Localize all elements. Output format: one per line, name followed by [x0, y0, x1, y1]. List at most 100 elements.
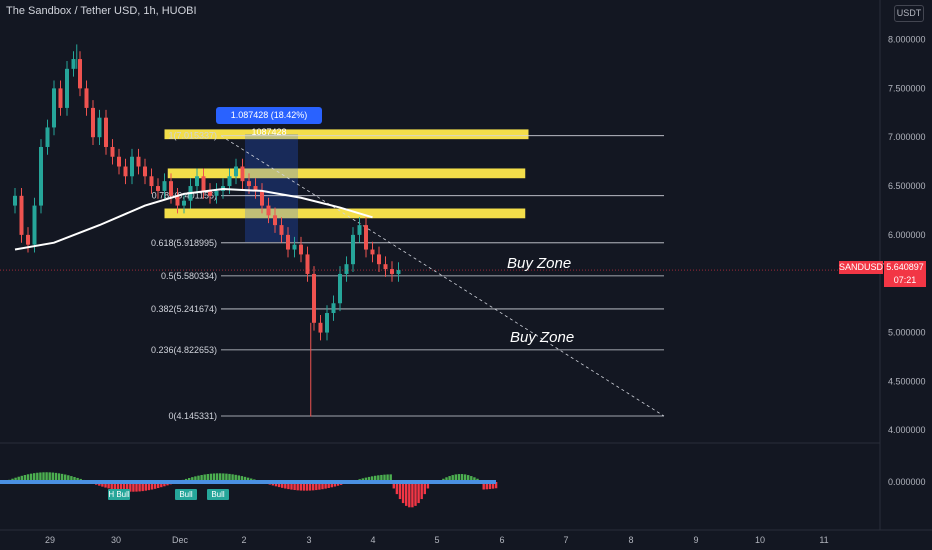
- candle-body: [65, 68, 69, 108]
- indicator-bar: [488, 482, 492, 490]
- candle-body: [162, 181, 167, 191]
- x-tick-label: 8: [628, 535, 633, 545]
- moving-average-line: [14, 187, 373, 251]
- countdown: 07:21: [893, 275, 917, 285]
- candle-body: [58, 88, 63, 108]
- indicator-bar: [374, 475, 377, 483]
- indicator-bar: [386, 474, 389, 483]
- indicator-bar: [445, 477, 448, 483]
- indicator-bar: [101, 482, 104, 487]
- candle-body: [338, 273, 342, 304]
- y-tick-label: 4.500000: [888, 376, 926, 386]
- candle-body: [39, 146, 43, 206]
- indicator-bar: [215, 473, 219, 483]
- candle-body: [110, 146, 115, 157]
- candle-body: [260, 190, 264, 206]
- x-tick-label: 9: [693, 535, 698, 545]
- indicator-bar: [395, 482, 399, 495]
- signal-label: Bull: [211, 490, 225, 499]
- candle-body: [273, 215, 277, 226]
- indicator-bar: [408, 482, 411, 508]
- indicator-bar: [321, 482, 324, 490]
- indicator-bar: [194, 476, 197, 483]
- indicator-bar: [414, 482, 417, 506]
- signal-badge: Bull: [175, 489, 197, 500]
- indicator-bar: [423, 482, 426, 495]
- indicator-bar: [281, 482, 284, 488]
- indicator-bar: [122, 482, 126, 492]
- indicator-bar: [20, 475, 23, 483]
- indicator-bar: [51, 472, 54, 483]
- x-tick-label: 6: [499, 535, 504, 545]
- indicator-bar: [57, 473, 61, 483]
- candle-body: [351, 234, 355, 265]
- candle-body: [182, 200, 186, 206]
- indicator-bar: [290, 482, 293, 490]
- indicator-bar: [305, 482, 309, 491]
- candle-body: [227, 176, 232, 187]
- indicator-bar: [293, 482, 296, 491]
- indicator-panel: 0.000000 H Bull Bull Bull: [0, 472, 926, 508]
- indicator-bar: [287, 482, 290, 490]
- candle-body: [266, 205, 271, 216]
- indicator-bar: [23, 475, 27, 483]
- fib-label: 0.236(4.822653): [151, 345, 217, 355]
- indicator-bar: [485, 482, 488, 490]
- indicator-bar: [380, 474, 383, 483]
- candle-body: [32, 205, 37, 245]
- price-value: 5.640897: [886, 262, 924, 272]
- indicator-bar: [64, 474, 67, 483]
- indicator-bar: [451, 475, 454, 483]
- indicator-bar: [383, 474, 386, 483]
- candle-body: [396, 270, 401, 274]
- indicator-bar: [157, 482, 160, 489]
- indicator-bar: [454, 474, 457, 483]
- indicator-bar: [45, 472, 48, 483]
- indicator-bar: [203, 474, 206, 483]
- indicator-bar: [113, 482, 116, 490]
- indicator-bar: [411, 482, 414, 508]
- indicator-bar: [367, 476, 371, 483]
- buy-zone-label: Buy Zone: [510, 329, 575, 346]
- candle-body: [91, 107, 95, 138]
- indicator-bar: [473, 477, 476, 483]
- indicator-bar: [448, 476, 451, 483]
- currency-button[interactable]: USDT: [894, 5, 924, 22]
- x-tick-label: 7: [563, 535, 568, 545]
- candle-body: [13, 195, 17, 206]
- candle-body: [117, 156, 121, 167]
- y-tick-label: 5.000000: [888, 328, 926, 338]
- indicator-bar: [147, 482, 151, 491]
- indicator-bar: [17, 476, 20, 483]
- indicator-bar: [296, 482, 299, 491]
- candle-body: [208, 190, 212, 196]
- candle-body: [240, 166, 245, 182]
- candle-body: [370, 249, 375, 255]
- x-tick-label: 4: [370, 535, 375, 545]
- x-tick-label: Dec: [172, 535, 189, 545]
- indicator-bar: [163, 482, 166, 487]
- indicator-bar: [277, 482, 281, 488]
- signal-badge: H Bull: [108, 489, 130, 500]
- y-tick-label: 7.500000: [888, 83, 926, 93]
- indicator-bar: [308, 482, 312, 491]
- measure-label: 1.087428 (18.42%) 1087428: [216, 107, 322, 137]
- price-tag: 5.640897 07:21: [884, 261, 926, 287]
- indicator-bar: [126, 482, 129, 492]
- candle-body: [247, 181, 251, 187]
- x-tick-label: 2: [241, 535, 246, 545]
- candle-body: [45, 127, 50, 147]
- indicator-bar: [67, 475, 70, 483]
- indicator-bar: [29, 473, 33, 483]
- signal-badge-bg: [207, 489, 229, 500]
- fib-label: 0.618(5.918995): [151, 238, 217, 248]
- candle-body: [299, 244, 303, 255]
- signal-badge-bg: [108, 489, 130, 500]
- y-tick-label: 8.000000: [888, 35, 926, 45]
- candle-body: [169, 181, 173, 196]
- fib-label: 0(4.145331): [168, 411, 217, 421]
- candle-body: [19, 195, 24, 235]
- candle-body: [364, 225, 368, 250]
- indicator-bar: [42, 472, 45, 483]
